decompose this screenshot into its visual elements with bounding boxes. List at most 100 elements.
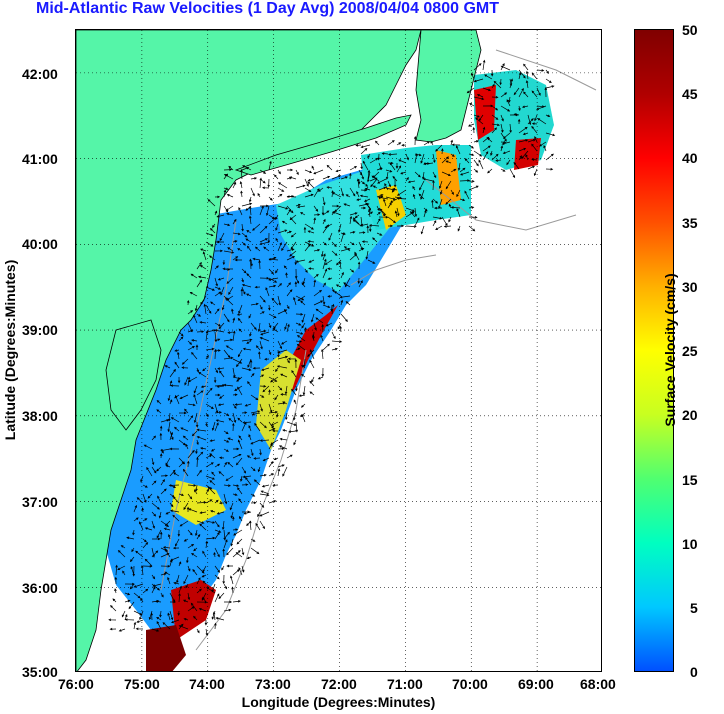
velocity-arrow <box>196 451 204 459</box>
velocity-arrow <box>431 199 434 209</box>
velocity-arrow <box>182 468 189 477</box>
velocity-arrow <box>128 601 135 610</box>
velocity-arrow <box>146 466 153 477</box>
velocity-arrow <box>193 314 198 324</box>
velocity-arrow <box>474 117 484 125</box>
velocity-arrow <box>295 421 299 433</box>
velocity-arrow <box>223 168 233 172</box>
velocity-arrow <box>343 282 351 288</box>
velocity-arrow <box>317 376 324 380</box>
velocity-arrow <box>172 514 180 522</box>
velocity-arrow <box>222 548 226 558</box>
velocity-arrow <box>340 271 344 279</box>
velocity-arrow <box>405 207 415 212</box>
velocity-arrow <box>164 571 171 576</box>
velocity-arrow <box>228 165 234 171</box>
velocity-arrow <box>277 283 283 288</box>
velocity-arrow <box>217 403 225 407</box>
velocity-arrow <box>187 449 195 459</box>
velocity-arrow <box>457 162 461 171</box>
velocity-arrow <box>199 264 207 270</box>
velocity-arrow <box>296 343 306 351</box>
velocity-arrow <box>343 203 351 207</box>
velocity-arrow <box>133 592 141 599</box>
velocity-arrow <box>275 367 279 373</box>
velocity-arrow <box>117 549 126 558</box>
velocity-arrow <box>387 224 394 228</box>
velocity-arrow <box>133 621 137 630</box>
velocity-arrow <box>151 480 157 486</box>
velocity-arrow <box>340 299 344 306</box>
velocity-arrow <box>304 241 315 247</box>
colorbar-tick-25: 25 <box>682 343 698 359</box>
velocity-arrow <box>275 237 279 243</box>
velocity-arrow <box>277 340 282 350</box>
velocity-arrow <box>468 185 479 191</box>
velocity-arrow <box>422 177 434 182</box>
velocity-arrow <box>199 321 207 324</box>
velocity-arrow <box>245 238 252 243</box>
velocity-arrow <box>222 267 234 271</box>
velocity-arrow <box>180 427 189 432</box>
velocity-arrow <box>326 164 333 171</box>
velocity-arrow <box>238 498 243 504</box>
velocity-arrow <box>255 345 261 351</box>
velocity-arrow <box>295 259 306 263</box>
velocity-arrow <box>273 457 279 461</box>
velocity-arrow <box>151 628 160 632</box>
velocity-arrow <box>376 211 381 216</box>
velocity-arrow <box>205 628 209 637</box>
velocity-arrow <box>159 432 163 441</box>
velocity-arrow <box>445 160 452 164</box>
velocity-arrow <box>259 421 267 429</box>
velocity-arrow <box>275 268 279 274</box>
velocity-arrow <box>378 207 386 217</box>
velocity-arrow <box>287 168 294 172</box>
velocity-arrow <box>368 225 372 232</box>
velocity-arrow <box>230 511 234 519</box>
velocity-arrow <box>448 203 452 209</box>
velocity-arrow <box>198 608 207 612</box>
velocity-arrow <box>215 393 221 397</box>
velocity-arrow <box>387 216 397 224</box>
velocity-arrow <box>331 190 334 198</box>
velocity-arrow <box>217 367 225 370</box>
velocity-arrow <box>151 466 157 474</box>
velocity-arrow <box>509 123 512 134</box>
velocity-arrow <box>144 527 153 531</box>
velocity-arrow <box>211 421 216 431</box>
velocity-arrow <box>193 385 198 394</box>
velocity-arrow <box>259 473 267 477</box>
velocity-arrow <box>414 217 420 227</box>
velocity-arrow <box>241 268 247 274</box>
velocity-arrow <box>223 383 234 387</box>
velocity-arrow <box>293 439 297 446</box>
velocity-arrow <box>501 141 511 145</box>
velocity-arrow <box>231 308 234 315</box>
velocity-arrow <box>450 206 461 209</box>
velocity-arrow <box>513 87 520 96</box>
velocity-arrow <box>268 196 273 201</box>
velocity-arrow <box>349 166 358 171</box>
velocity-arrow <box>500 92 508 98</box>
velocity-arrow <box>473 168 479 173</box>
velocity-arrow <box>196 436 207 441</box>
velocity-arrow <box>214 277 219 287</box>
velocity-arrow <box>250 394 259 401</box>
velocity-arrow <box>491 123 500 127</box>
velocity-arrow <box>358 248 365 252</box>
velocity-arrow <box>405 211 415 218</box>
velocity-arrow <box>205 347 215 351</box>
velocity-arrow <box>371 175 380 182</box>
velocity-arrow <box>241 338 253 342</box>
velocity-arrow <box>259 238 269 243</box>
velocity-arrow <box>162 622 171 630</box>
velocity-arrow <box>248 424 252 432</box>
velocity-arrow <box>313 248 321 252</box>
velocity-arrow <box>290 241 297 250</box>
velocity-arrow <box>500 105 511 112</box>
velocity-arrow <box>518 126 528 134</box>
velocity-arrow <box>211 471 216 477</box>
velocity-arrow <box>187 565 191 572</box>
velocity-arrow <box>214 367 218 374</box>
